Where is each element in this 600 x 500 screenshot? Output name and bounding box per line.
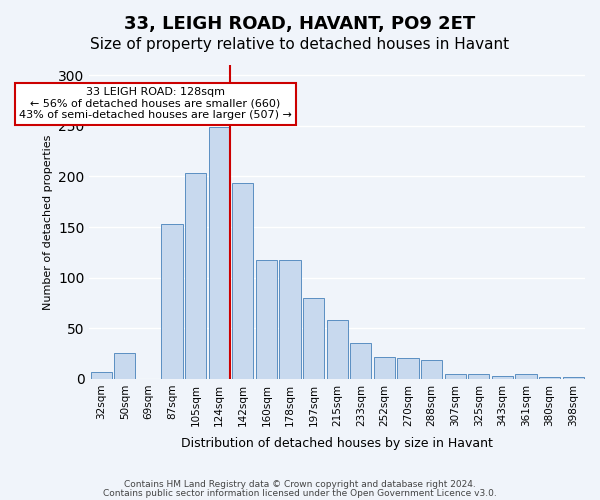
Bar bbox=[91, 372, 112, 379]
Bar bbox=[114, 352, 136, 379]
Bar bbox=[374, 356, 395, 379]
Text: Contains public sector information licensed under the Open Government Licence v3: Contains public sector information licen… bbox=[103, 489, 497, 498]
Bar bbox=[232, 184, 253, 379]
Bar bbox=[303, 298, 324, 379]
Bar bbox=[256, 260, 277, 379]
Bar bbox=[492, 376, 513, 379]
Bar bbox=[563, 377, 584, 379]
X-axis label: Distribution of detached houses by size in Havant: Distribution of detached houses by size … bbox=[181, 437, 493, 450]
Bar bbox=[280, 260, 301, 379]
Bar bbox=[397, 358, 419, 379]
Bar bbox=[515, 374, 536, 379]
Bar bbox=[209, 127, 230, 379]
Bar bbox=[445, 374, 466, 379]
Text: Size of property relative to detached houses in Havant: Size of property relative to detached ho… bbox=[91, 38, 509, 52]
Text: 33, LEIGH ROAD, HAVANT, PO9 2ET: 33, LEIGH ROAD, HAVANT, PO9 2ET bbox=[124, 15, 476, 33]
Bar bbox=[350, 344, 371, 379]
Text: 33 LEIGH ROAD: 128sqm
← 56% of detached houses are smaller (660)
43% of semi-det: 33 LEIGH ROAD: 128sqm ← 56% of detached … bbox=[19, 88, 292, 120]
Bar bbox=[539, 377, 560, 379]
Bar bbox=[161, 224, 182, 379]
Bar bbox=[185, 174, 206, 379]
Bar bbox=[326, 320, 348, 379]
Y-axis label: Number of detached properties: Number of detached properties bbox=[43, 134, 53, 310]
Bar bbox=[421, 360, 442, 379]
Text: Contains HM Land Registry data © Crown copyright and database right 2024.: Contains HM Land Registry data © Crown c… bbox=[124, 480, 476, 489]
Bar bbox=[468, 374, 490, 379]
